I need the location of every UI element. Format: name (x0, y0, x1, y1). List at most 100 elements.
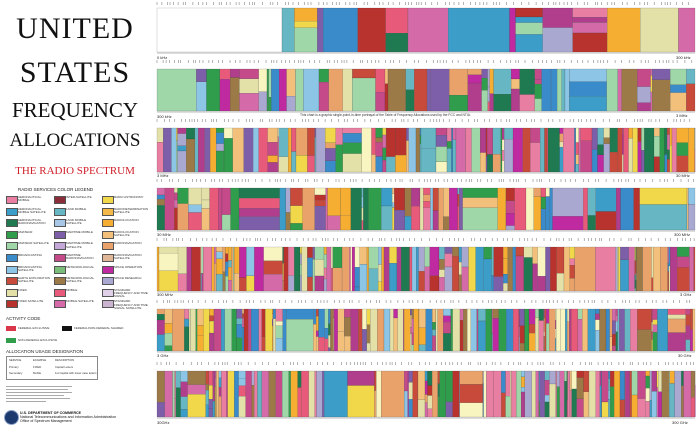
band-allocation-block (202, 188, 210, 200)
band-allocation-block (372, 128, 376, 155)
band-allocation-block (307, 247, 312, 258)
band-allocation-block (204, 309, 210, 351)
band-allocation-block (381, 206, 392, 230)
band-allocation-block (668, 309, 686, 315)
band-allocation-block (592, 128, 598, 150)
band-allocation-block (687, 188, 688, 230)
band-allocation-block (596, 212, 616, 231)
band-allocation-block (401, 247, 409, 291)
band-allocation-block (196, 309, 197, 351)
band-allocation-block (636, 247, 637, 260)
band-allocation-block (259, 92, 267, 111)
band-allocation-block (460, 371, 483, 384)
band-allocation-block (188, 205, 201, 213)
subtitle: THE RADIO SPECTRUM (0, 165, 150, 177)
band-allocation-block (268, 142, 278, 155)
band-allocation-block (381, 188, 392, 206)
band-allocation-block (416, 128, 420, 172)
band-allocation-block (282, 371, 289, 417)
band-allocation-block (604, 128, 610, 138)
band-allocation-block (533, 247, 538, 264)
band-allocation-block (214, 247, 216, 263)
band-allocation-block (625, 309, 631, 351)
band-allocation-block (283, 280, 284, 291)
band-allocation-block (382, 247, 384, 291)
band-allocation-block (313, 309, 316, 324)
band-allocation-block (322, 371, 324, 417)
band-allocation-block (367, 343, 370, 351)
band-allocation-block (414, 309, 419, 351)
band-allocation-block (636, 281, 637, 292)
band-allocation-block (338, 309, 344, 332)
band-allocation-block (653, 247, 660, 291)
band-allocation-block (291, 371, 298, 417)
band-allocation-block (174, 200, 177, 208)
band-allocation-block (519, 314, 520, 326)
band-allocation-block (520, 343, 525, 351)
band-allocation-block (246, 371, 252, 417)
band-allocation-block (404, 371, 408, 391)
legend-label: RADIODETERMINATION SATELLITE (114, 208, 148, 215)
legend-swatch (102, 254, 114, 262)
band-allocation-block (416, 247, 418, 291)
band-allocation-block (362, 128, 372, 172)
band-allocation-block (376, 128, 383, 138)
band-allocation-block (670, 145, 672, 172)
band-allocation-block (367, 325, 370, 343)
band-allocation-block (598, 155, 604, 172)
band-allocation-block (629, 128, 633, 138)
band-allocation-block (355, 247, 360, 267)
band-allocation-block (576, 164, 579, 172)
band-allocation-block (538, 247, 546, 276)
band-allocation-block (173, 371, 175, 417)
band-allocation-block (313, 324, 316, 351)
band-allocation-block (449, 188, 457, 230)
legend-swatch (102, 196, 114, 204)
legend-item: METEOROLOGICAL (54, 265, 99, 274)
band-allocation-block (567, 309, 569, 322)
band-allocation-block (519, 327, 520, 337)
band-allocation-block (688, 188, 695, 204)
band-allocation-block (324, 268, 327, 279)
band-allocation-block (596, 188, 616, 212)
band-allocation-block (360, 247, 367, 264)
band-allocation-block (502, 161, 504, 172)
band-allocation-block (513, 309, 519, 351)
band-allocation-block (565, 309, 567, 351)
band-allocation-block (439, 259, 445, 269)
band-allocation-block (244, 128, 253, 172)
band-allocation-block (488, 87, 490, 102)
band-allocation-block (414, 69, 427, 111)
band-allocation-block (426, 309, 433, 351)
band-allocation-block (478, 321, 486, 351)
band-allocation-block (376, 138, 383, 143)
band-allocation-block (529, 333, 535, 351)
band-allocation-block (438, 371, 440, 384)
band-allocation-block (486, 128, 487, 156)
band-allocation-block (372, 155, 376, 173)
band-allocation-block (577, 371, 584, 378)
legend-label: FIXED (18, 289, 52, 292)
band-allocation-block (486, 371, 493, 417)
band-allocation-block (181, 397, 188, 410)
band-allocation-block (428, 409, 433, 417)
band-allocation-block (225, 276, 228, 291)
band-allocation-block (184, 327, 189, 351)
band-allocation-block (406, 141, 408, 173)
band-allocation-block (384, 309, 390, 351)
band-allocation-block (592, 150, 598, 172)
legend-label: BROADCASTING (18, 254, 52, 257)
band-allocation-block (262, 337, 266, 352)
title-line-4: ALLOCATIONS (0, 130, 150, 152)
band-allocation-block (195, 128, 198, 172)
band-allocation-block (409, 371, 413, 382)
band-allocation-block (477, 309, 478, 351)
band-allocation-block (560, 371, 565, 417)
band-allocation-block (237, 324, 243, 338)
band-allocation-block (616, 247, 618, 291)
legend-label: AMATEUR (18, 231, 52, 234)
band-allocation-block (576, 128, 579, 143)
band-allocation-block (419, 309, 426, 328)
band-allocation-block (598, 128, 604, 145)
band-allocation-block (269, 97, 272, 111)
